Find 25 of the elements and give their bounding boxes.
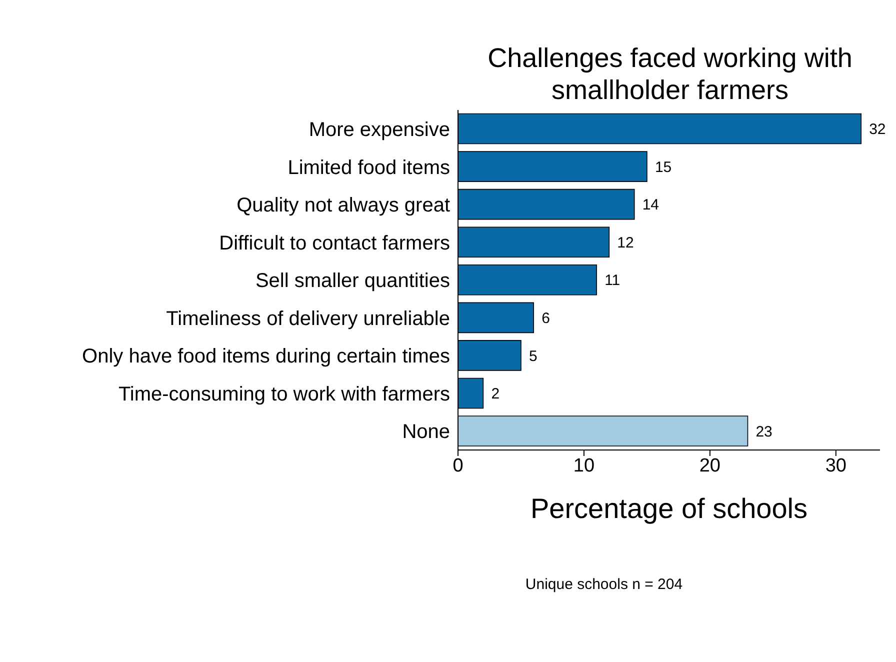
data-label: 15 xyxy=(654,158,672,176)
data-label: 11 xyxy=(604,272,620,290)
x-tick-label: 0 xyxy=(452,455,464,476)
x-tick-label: 20 xyxy=(699,455,721,476)
y-tick-label: More expensive xyxy=(308,118,450,141)
data-label: 14 xyxy=(642,196,660,214)
data-label: 12 xyxy=(617,234,634,252)
y-tick-label: Difficult to contact farmers xyxy=(219,232,450,254)
data-label: 6 xyxy=(542,310,550,327)
y-tick-label: Quality not always great xyxy=(236,194,450,217)
x-tick-label: 30 xyxy=(825,455,846,476)
data-label: 2 xyxy=(491,386,500,403)
y-tick-label: Only have food items during certain times xyxy=(82,346,450,368)
text: Unique schools n = 204 xyxy=(524,576,684,593)
y-tick-label: Limited food items xyxy=(288,156,450,179)
chart-title: Challenges faced working with smallholder farmers xyxy=(486,42,854,106)
data-label: 5 xyxy=(528,348,538,365)
y-tick-label: Timeliness of delivery unreliable xyxy=(166,308,450,330)
y-tick-label: Sell smaller quantities xyxy=(255,270,450,292)
data-label: 23 xyxy=(756,423,772,440)
x-axis-title: Percentage of schools xyxy=(530,493,808,524)
y-tick-label: Time-consuming to work with farmers xyxy=(118,383,450,406)
y-tick-label: None xyxy=(402,421,450,444)
data-label: 32 xyxy=(869,121,886,138)
x-tick-label: 10 xyxy=(573,455,595,476)
